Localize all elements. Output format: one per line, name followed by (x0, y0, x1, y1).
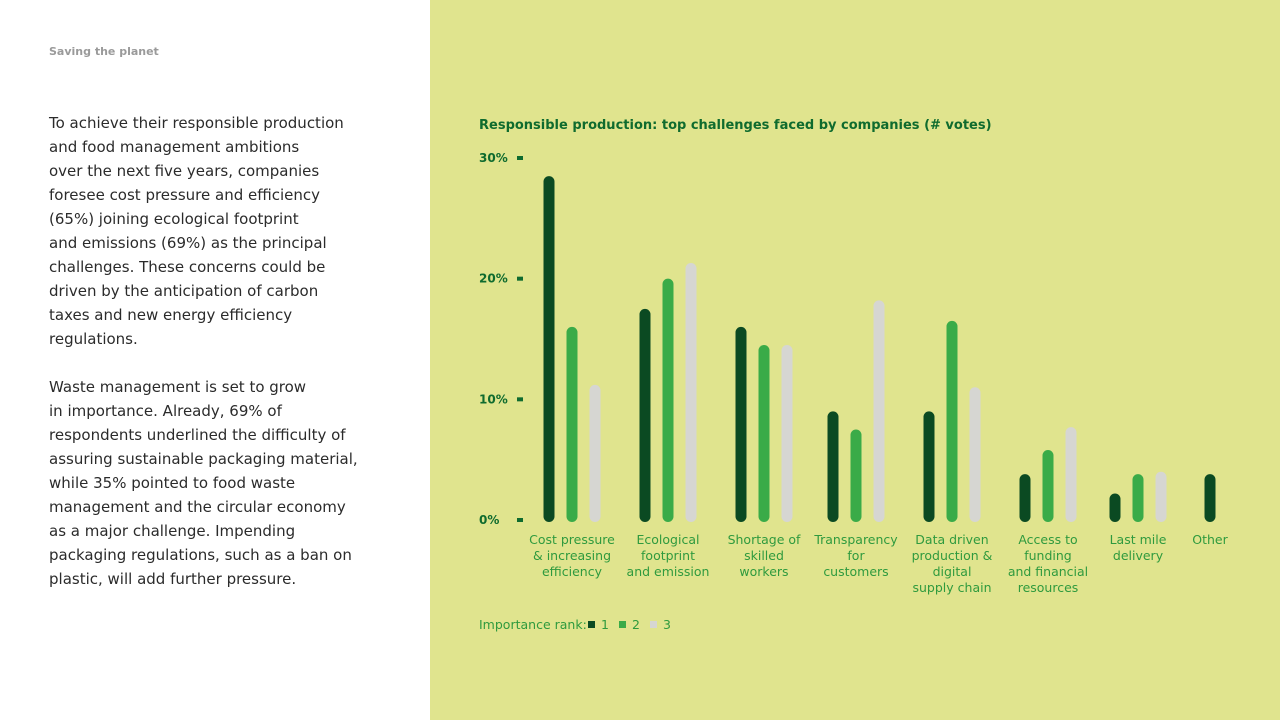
text-line: driven by the anticipation of carbon (49, 282, 319, 300)
legend-label: Importance rank: (479, 617, 587, 632)
text-line: over the next five years, companies (49, 162, 320, 180)
text-line: To achieve their responsible production (49, 114, 344, 132)
text-line: plastic, will add further pressure. (49, 570, 297, 588)
category-label: Other (1192, 532, 1228, 547)
category-label: footprint (641, 548, 695, 563)
text-line: while 35% pointed to food waste (49, 474, 296, 492)
challenges-chart: Responsible production: top challenges f… (479, 118, 1229, 632)
category-label: delivery (1113, 548, 1164, 563)
text-line: as a major challenge. Impending (49, 522, 296, 540)
text-line: respondents underlined the difficulty of (49, 426, 346, 444)
paragraph-production: To achieve their responsible production a… (49, 111, 349, 351)
y-tick-mark (517, 518, 523, 522)
legend-swatch-1 (588, 621, 595, 628)
bar-1 (1019, 474, 1031, 522)
category-label: Access to (1018, 532, 1077, 547)
category-label: & increasing (533, 548, 611, 563)
text-line: assuring sustainable packaging material, (49, 450, 358, 468)
text-line: regulations. (49, 330, 138, 348)
bar-3 (1155, 471, 1167, 522)
bar-1 (735, 326, 747, 522)
bar-1 (1204, 474, 1216, 522)
y-tick-label: 20% (479, 272, 508, 286)
text-line: in importance. Already, 69% of (49, 402, 282, 420)
y-tick-mark (517, 397, 523, 402)
bar-3 (781, 345, 793, 522)
text-line: challenges. These concerns could be (49, 258, 326, 276)
bar-3 (969, 387, 981, 522)
category-label: workers (739, 564, 788, 579)
text-line: and food management ambitions (49, 138, 300, 156)
bar-3 (873, 300, 885, 522)
bar-1 (639, 308, 651, 522)
bar-2 (1132, 474, 1144, 522)
legend-swatch-2 (619, 621, 626, 628)
category-label: production & (912, 548, 993, 563)
text-panel: Saving the planet To achieve their respo… (0, 0, 430, 720)
bar-3 (1065, 427, 1077, 522)
category-label: efficiency (542, 564, 603, 579)
category-label: Shortage of (728, 532, 801, 547)
category-label: and financial (1008, 564, 1088, 579)
legend-entry: 1 (601, 617, 609, 632)
chart-panel: Responsible production: top challenges f… (430, 0, 1280, 720)
bar-3 (685, 262, 697, 522)
bar-2 (946, 320, 958, 522)
bar-1 (827, 411, 839, 522)
category-label: customers (823, 564, 888, 579)
category-label: digital (933, 564, 972, 579)
y-tick-mark (517, 276, 523, 281)
category-label: Cost pressure (529, 532, 615, 547)
bar-3 (589, 384, 601, 522)
bar-2 (566, 326, 578, 522)
category-label: resources (1018, 580, 1079, 595)
text-line: taxes and new energy efficiency (49, 306, 293, 324)
y-tick-mark (517, 156, 523, 160)
text-line: (65%) joining ecological footprint (49, 210, 299, 228)
category-label: Transparency (813, 532, 898, 547)
category-label: Last mile (1110, 532, 1167, 547)
category-label: and emission (627, 564, 710, 579)
category-label: skilled (744, 548, 784, 563)
text-line: foresee cost pressure and efficiency (49, 186, 321, 204)
text-line: and emissions (69%) as the principal (49, 234, 327, 252)
text-line: management and the circular economy (49, 498, 346, 516)
bar-2 (662, 278, 674, 522)
category-label: funding (1024, 548, 1072, 563)
category-label: for (847, 548, 865, 563)
text-line: packaging regulations, such as a ban on (49, 546, 352, 564)
legend-entry: 2 (632, 617, 640, 632)
y-tick-label: 30% (479, 151, 508, 165)
legend-swatch-3 (650, 621, 657, 628)
section-label: Saving the planet (49, 45, 159, 58)
bar-1 (923, 411, 935, 522)
category-label: Data driven (915, 532, 988, 547)
text-line: Waste management is set to grow (49, 378, 307, 396)
y-tick-label: 10% (479, 392, 508, 406)
bar-2 (850, 429, 862, 522)
paragraph-waste: Waste management is set to grow in import… (49, 375, 358, 591)
bar-2 (758, 345, 770, 522)
bar-1 (1109, 493, 1121, 522)
bar-1 (543, 176, 555, 522)
bar-2 (1042, 450, 1054, 522)
category-label: supply chain (913, 580, 992, 595)
category-label: Ecological (637, 532, 700, 547)
legend-entry: 3 (663, 617, 671, 632)
y-tick-label: 0% (479, 513, 499, 527)
chart-title: Responsible production: top challenges f… (479, 118, 992, 133)
